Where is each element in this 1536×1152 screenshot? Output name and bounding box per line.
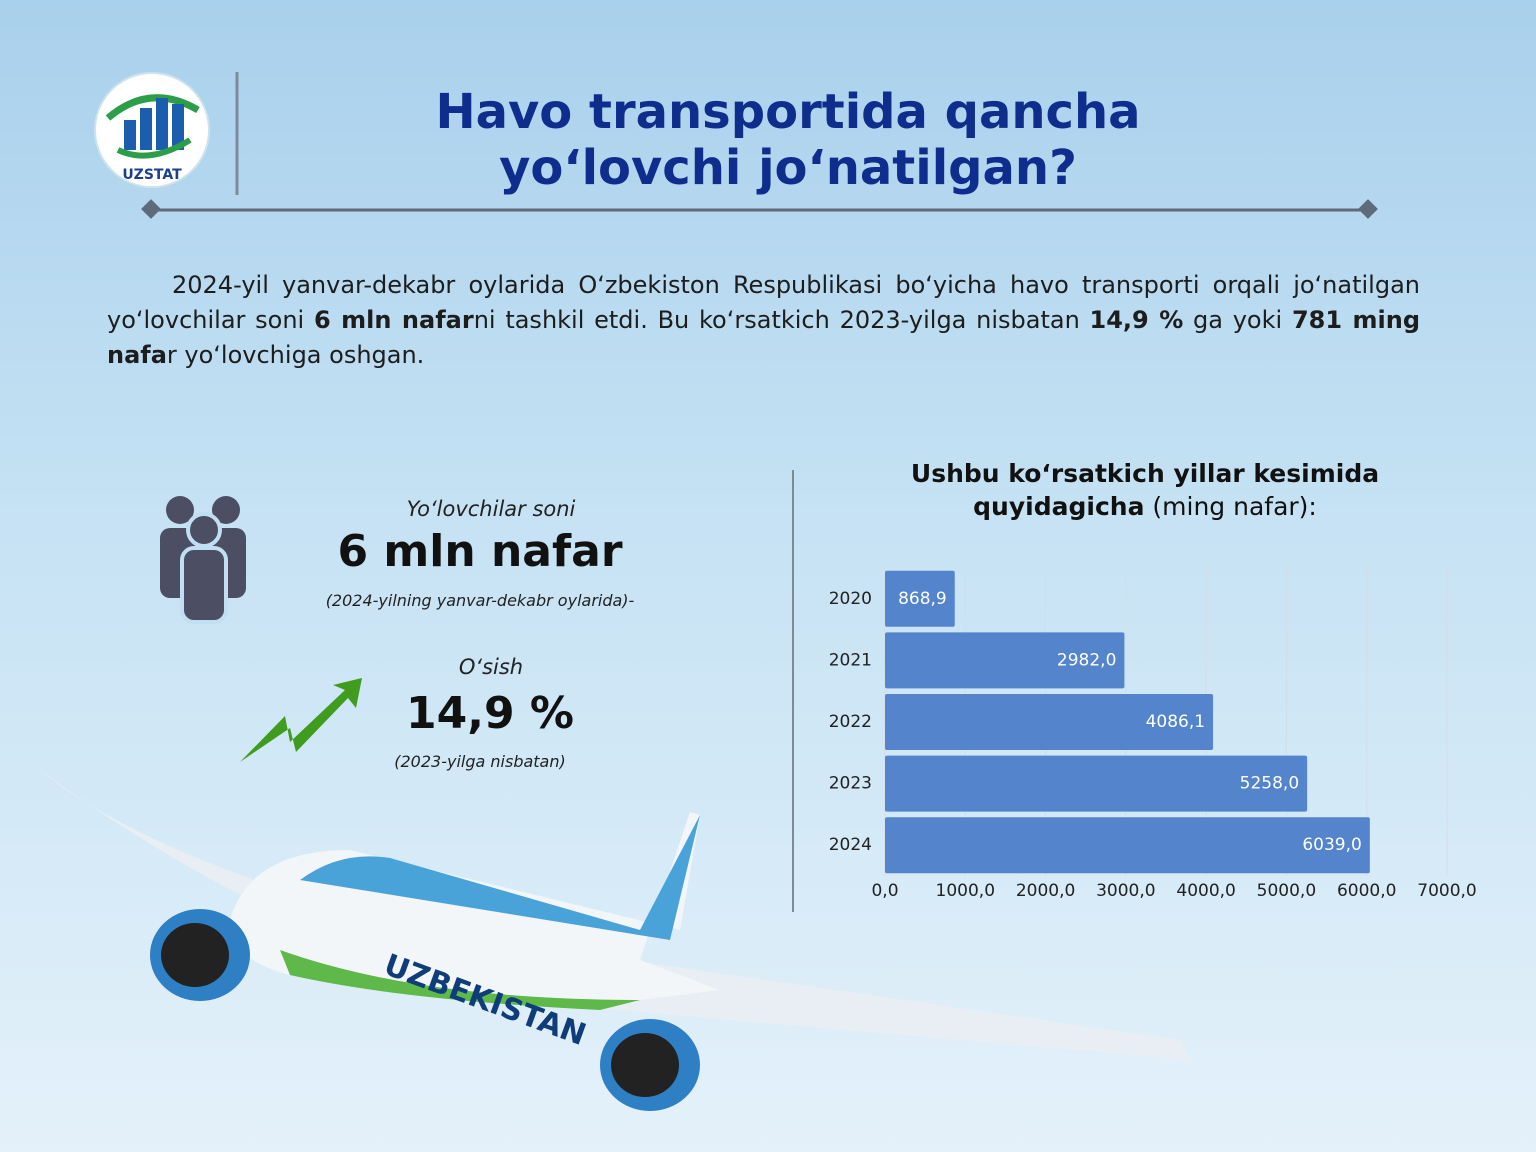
chart-title-line: Ushbu ko‘rsatkich yillar kesimida bbox=[910, 459, 1380, 488]
paragraph-run: 781 ming nafa bbox=[107, 306, 1421, 369]
x-tick-label: 3000,0 bbox=[1096, 881, 1155, 901]
x-tick-label: 4000,0 bbox=[1176, 881, 1235, 901]
value-label: 4086,1 bbox=[1146, 712, 1205, 732]
bar bbox=[885, 755, 1308, 812]
paragraph-run: ni tashkil etdi. Bu ko‘rsatkich 2023-yil… bbox=[473, 306, 1090, 334]
page-title: Havo transportida qancha yo‘lovchi jo‘na… bbox=[380, 84, 1196, 196]
chart-title-line: quyidagicha bbox=[973, 492, 1145, 521]
stat-label: O‘sish bbox=[458, 655, 524, 679]
chart-unit: (ming nafar): bbox=[1152, 492, 1317, 521]
stat-value: 6 mln nafar bbox=[337, 526, 623, 577]
paragraph-run: 2024-yil yanvar-dekabr oylarida O‘zbekis… bbox=[107, 271, 1420, 334]
value-label: 2982,0 bbox=[1057, 650, 1116, 670]
y-tick-label: 2021 bbox=[829, 650, 872, 670]
stat-label: Yo‘lovchilar soni bbox=[406, 497, 576, 521]
y-tick-label: 2024 bbox=[829, 835, 872, 855]
summary-paragraph: 2024-yil yanvar-dekabr oylarida O‘zbekis… bbox=[107, 268, 1420, 373]
title-line: Havo transportida qancha bbox=[435, 84, 1141, 140]
stat-note: (2024-yilning yanvar-dekabr oylarida)- bbox=[325, 591, 635, 610]
value-label: 6039,0 bbox=[1302, 835, 1361, 855]
value-label: 5258,0 bbox=[1240, 774, 1299, 794]
y-tick-label: 2022 bbox=[829, 712, 872, 732]
stat-note: (2023-yilga nisbatan) bbox=[394, 752, 566, 771]
title-line: yo‘lovchi jo‘natilgan? bbox=[499, 140, 1077, 196]
bar bbox=[885, 817, 1370, 874]
stat-value: 14,9 % bbox=[406, 688, 574, 739]
paragraph-run: 14,9 % bbox=[1089, 306, 1184, 334]
x-tick-label: 1000,0 bbox=[936, 881, 995, 901]
bar bbox=[885, 570, 955, 627]
x-tick-label: 6000,0 bbox=[1337, 881, 1396, 901]
logo-text: UZSTAT bbox=[122, 167, 182, 183]
chart-title: Ushbu ko‘rsatkich yillar kesimida quyida… bbox=[820, 457, 1470, 523]
value-label: 868,9 bbox=[898, 589, 947, 609]
paragraph-run: 6 mln nafar bbox=[313, 306, 474, 334]
x-tick-label: 5000,0 bbox=[1257, 881, 1316, 901]
x-tick-label: 0,0 bbox=[871, 881, 898, 901]
y-tick-label: 2020 bbox=[829, 589, 872, 609]
bar bbox=[885, 694, 1214, 750]
x-tick-label: 2000,0 bbox=[1016, 881, 1075, 901]
y-tick-label: 2023 bbox=[829, 774, 872, 794]
x-tick-label: 7000,0 bbox=[1417, 881, 1476, 901]
bar bbox=[885, 632, 1125, 689]
paragraph-run: r yo‘lovchiga oshgan. bbox=[166, 341, 425, 369]
paragraph-run: ga yoki bbox=[1183, 306, 1292, 334]
